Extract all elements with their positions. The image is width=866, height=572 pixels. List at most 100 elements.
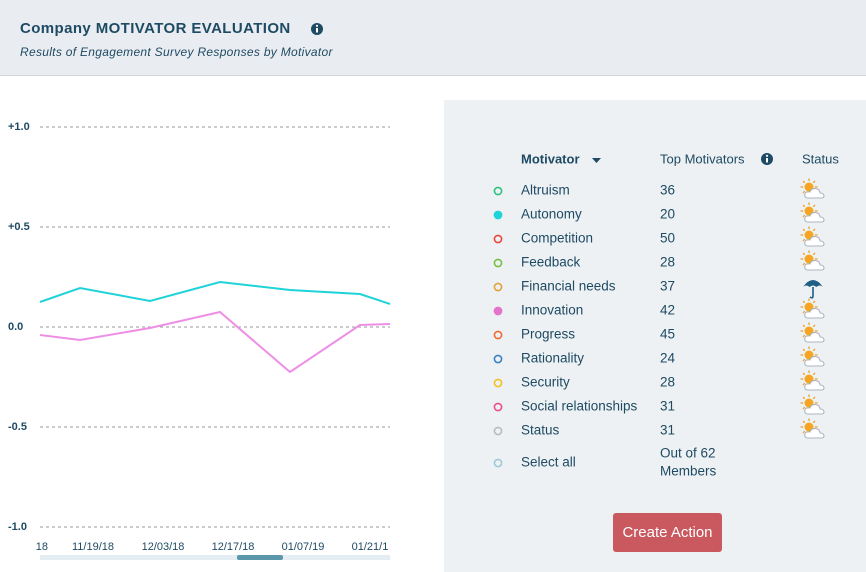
status-weather-icon (800, 226, 825, 247)
motivator-count: 28 (660, 255, 675, 270)
column-header[interactable]: Motivator (521, 151, 580, 166)
sun-ray (802, 358, 806, 362)
motivator-toggle[interactable] (493, 282, 503, 292)
motivator-toggle[interactable] (493, 330, 503, 340)
umbrella (803, 280, 823, 287)
motivator-toggle[interactable] (493, 354, 503, 364)
motivator-toggle[interactable] (493, 186, 503, 196)
sun-ray (802, 430, 806, 434)
sort-arrow[interactable] (592, 158, 601, 163)
cloud (804, 307, 825, 319)
motivator-count: 50 (660, 231, 675, 246)
select-all-label[interactable]: Select all (521, 455, 576, 470)
motivator-name[interactable]: Social relationships (521, 399, 638, 414)
page-subtitle: Results of Engagement Survey Responses b… (20, 45, 333, 59)
sun-ray (812, 348, 816, 352)
sun-ray (812, 396, 816, 400)
scrollbar-track[interactable] (40, 555, 390, 560)
sun-ray (802, 228, 806, 232)
sun-ray (812, 300, 816, 304)
cloud (804, 211, 825, 223)
sun-ray (802, 372, 806, 376)
motivator-name[interactable]: Financial needs (521, 279, 616, 294)
header-bg (0, 0, 866, 75)
cloud (804, 427, 825, 439)
series-line (39, 280, 391, 305)
motivator-count: 36 (660, 183, 675, 198)
page-title: Company MOTIVATOR EVALUATION (20, 20, 291, 37)
column-header: Top Motivators (660, 151, 745, 166)
cloud (804, 379, 825, 391)
select-all-toggle[interactable] (493, 458, 503, 468)
motivator-toggle[interactable] (493, 402, 503, 412)
sun-ray (802, 252, 806, 256)
motivator-toggle[interactable] (493, 378, 503, 388)
motivator-toggle[interactable] (493, 306, 503, 316)
motivator-count: 20 (660, 207, 675, 222)
cloud (804, 331, 825, 343)
status-weather-icon (800, 202, 825, 223)
umbrella-handle (809, 287, 814, 299)
motivator-count: 24 (660, 351, 676, 366)
x-tick-label: 18 (36, 541, 48, 553)
motivator-toggle[interactable] (493, 426, 503, 436)
sun-ray (802, 238, 806, 242)
sun-ray (802, 300, 806, 304)
status-rain-icon (803, 280, 823, 299)
x-tick-label: 01/21/1 (352, 541, 389, 553)
y-tick-label: +0.5 (8, 221, 30, 233)
status-weather-icon (800, 250, 825, 271)
sun-ray (802, 348, 806, 352)
cloud (804, 235, 825, 247)
cloud (804, 259, 825, 271)
sun-ray (802, 406, 806, 410)
x-tick-label: 11/19/18 (72, 541, 114, 553)
cloud (804, 355, 825, 367)
motivator-toggle[interactable] (493, 258, 503, 268)
motivator-count: 31 (660, 399, 675, 414)
motivator-name[interactable]: Progress (521, 327, 575, 342)
motivator-name[interactable]: Innovation (521, 303, 583, 318)
sun-ray (802, 420, 806, 424)
series-line (39, 310, 391, 374)
motivator-name[interactable]: Competition (521, 231, 593, 246)
sun-ray (802, 324, 806, 328)
scrollbar-thumb[interactable] (237, 555, 283, 560)
sun-ray (802, 204, 806, 208)
cloud (804, 187, 825, 199)
motivator-name[interactable]: Altruism (521, 183, 570, 198)
sun-ray (802, 396, 806, 400)
x-tick-label: 12/03/18 (142, 541, 185, 553)
sun-ray (812, 204, 816, 208)
motivator-toggle[interactable] (493, 210, 503, 220)
motivator-name[interactable]: Status (521, 423, 560, 438)
sun-ray (812, 228, 816, 232)
create-action-button[interactable] (613, 513, 722, 552)
status-weather-icon (800, 178, 825, 199)
motivator-name[interactable]: Autonomy (521, 207, 582, 222)
sun-ray (802, 334, 806, 338)
x-tick-label: 12/17/18 (212, 541, 255, 553)
status-weather-icon (800, 346, 825, 367)
sun-ray (812, 372, 816, 376)
sun-ray (802, 262, 806, 266)
sun-ray (802, 214, 806, 218)
sun-ray (812, 324, 816, 328)
info-icon[interactable] (311, 23, 323, 35)
sun-ray (812, 420, 816, 424)
button-label[interactable]: Create Action (622, 524, 712, 541)
sun-ray (812, 180, 816, 184)
motivator-name[interactable]: Feedback (521, 255, 581, 270)
info-icon[interactable] (761, 153, 773, 165)
motivator-toggle[interactable] (493, 234, 503, 244)
motivator-name[interactable]: Security (521, 375, 570, 390)
column-header: Status (802, 151, 839, 166)
sun-ray (812, 252, 816, 256)
motivator-name[interactable]: Rationality (521, 351, 584, 366)
sun-ray (802, 190, 806, 194)
status-weather-icon (800, 418, 825, 439)
sun-ray (802, 382, 806, 386)
motivator-count: 28 (660, 375, 675, 390)
y-tick-label: +1.0 (8, 121, 30, 133)
motivator-count: 31 (660, 423, 675, 438)
